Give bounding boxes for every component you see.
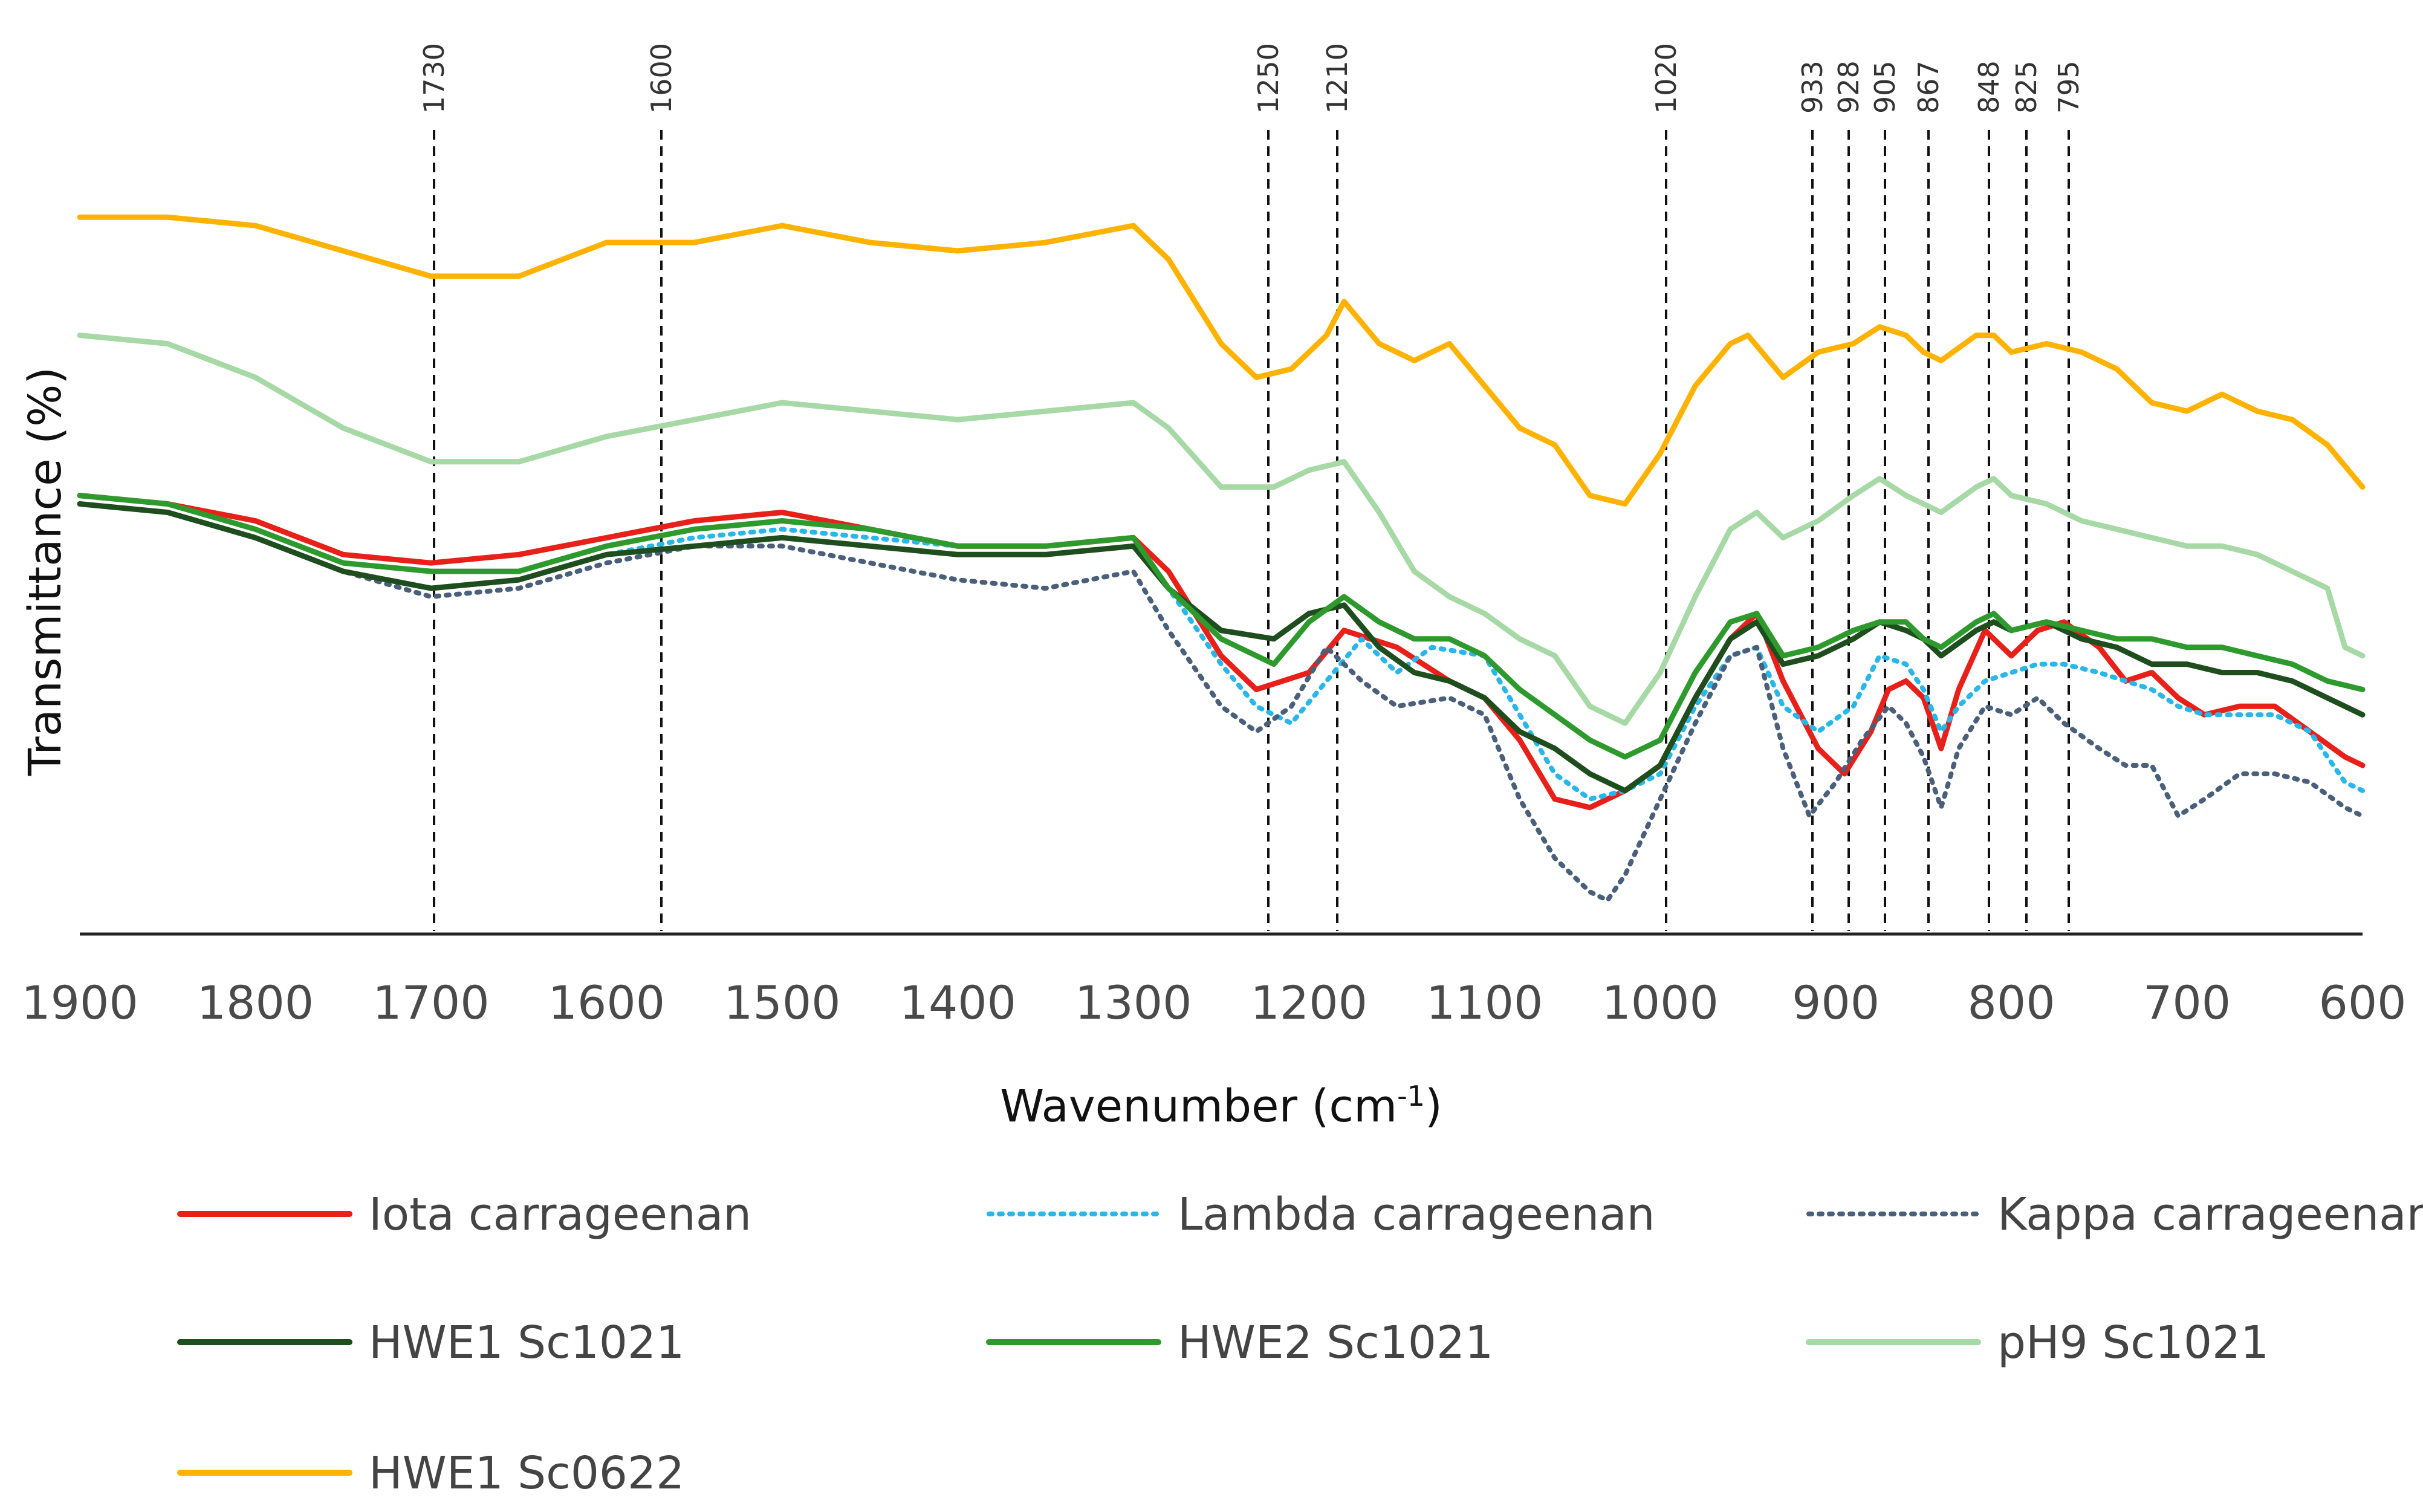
series-lines [77, 214, 2366, 903]
reference-label-1210: 1210 [1321, 43, 1354, 114]
legend-label: HWE1 Sc0622 [369, 1447, 684, 1499]
x-tick-label: 1500 [724, 976, 840, 1030]
series-line-hwe2-sc1021 [77, 493, 2366, 760]
x-tick-label: 600 [2318, 976, 2406, 1030]
x-tick-label: 1600 [548, 976, 665, 1030]
legend-label: HWE2 Sc1021 [1178, 1317, 1493, 1369]
series-line-ph9-sc1021 [77, 333, 2366, 726]
y-axis-title: Transmittance (%) [19, 367, 71, 776]
x-tick-label: 1100 [1426, 976, 1543, 1030]
series-line-kappa-carrageenan [77, 501, 2365, 903]
legend: Iota carrageenan Lambda carrageenan Kappa … [177, 1189, 2423, 1499]
series-line-iota-carrageenan [77, 493, 2366, 811]
x-tick-label: 700 [2143, 976, 2231, 1030]
series-line-hwe1-sc0622 [77, 214, 2366, 507]
reference-label-1250: 1250 [1252, 43, 1285, 114]
x-tick-label: 800 [1968, 976, 2055, 1030]
legend-label: Kappa carrageenan [1997, 1189, 2423, 1241]
legend-label: HWE1 Sc1021 [369, 1317, 684, 1369]
legend-label: Iota carrageenan [369, 1189, 751, 1241]
reference-label-1600: 1600 [645, 43, 678, 114]
x-tick-label: 1700 [372, 976, 489, 1030]
x-tick-label: 1800 [197, 976, 314, 1030]
x-axis-title-superscript: -1 [1397, 1080, 1425, 1112]
reference-label-867: 867 [1912, 60, 1945, 114]
x-tick-label: 900 [1792, 976, 1880, 1030]
reference-label-928: 928 [1832, 60, 1865, 114]
reference-label-795: 795 [2052, 60, 2085, 114]
legend-label: pH9 Sc1021 [1997, 1317, 2269, 1369]
reference-label-1020: 1020 [1650, 43, 1682, 114]
series-line-lambda-carrageenan [77, 501, 2365, 802]
reference-label-905: 905 [1869, 60, 1901, 114]
x-axis-title-end: ) [1425, 1080, 1442, 1132]
x-axis-title: Wavenumber (cm-1) [1000, 1080, 1442, 1132]
reference-label-933: 933 [1796, 60, 1829, 114]
reference-lines: 1730 1600 1250 1210 1020 933 928 905 867 848 825 79… [418, 43, 2085, 931]
x-tick-label: 1900 [21, 976, 138, 1030]
reference-label-1730: 1730 [418, 43, 450, 114]
x-tick-label: 1000 [1601, 976, 1718, 1030]
legend-label: Lambda carrageenan [1178, 1189, 1655, 1241]
x-axis-ticks: 1900 1800 1700 1600 1500 1400 1300 1200 1100 1000… [21, 976, 2406, 1030]
x-axis-title-main: Wavenumber (cm [1000, 1080, 1397, 1132]
series-line-hwe1-sc1021 [77, 501, 2366, 794]
reference-label-848: 848 [1973, 60, 2005, 114]
reference-label-825: 825 [2010, 60, 2043, 114]
x-tick-label: 1300 [1075, 976, 1192, 1030]
x-tick-label: 1200 [1251, 976, 1367, 1030]
x-tick-label: 1400 [900, 976, 1016, 1030]
